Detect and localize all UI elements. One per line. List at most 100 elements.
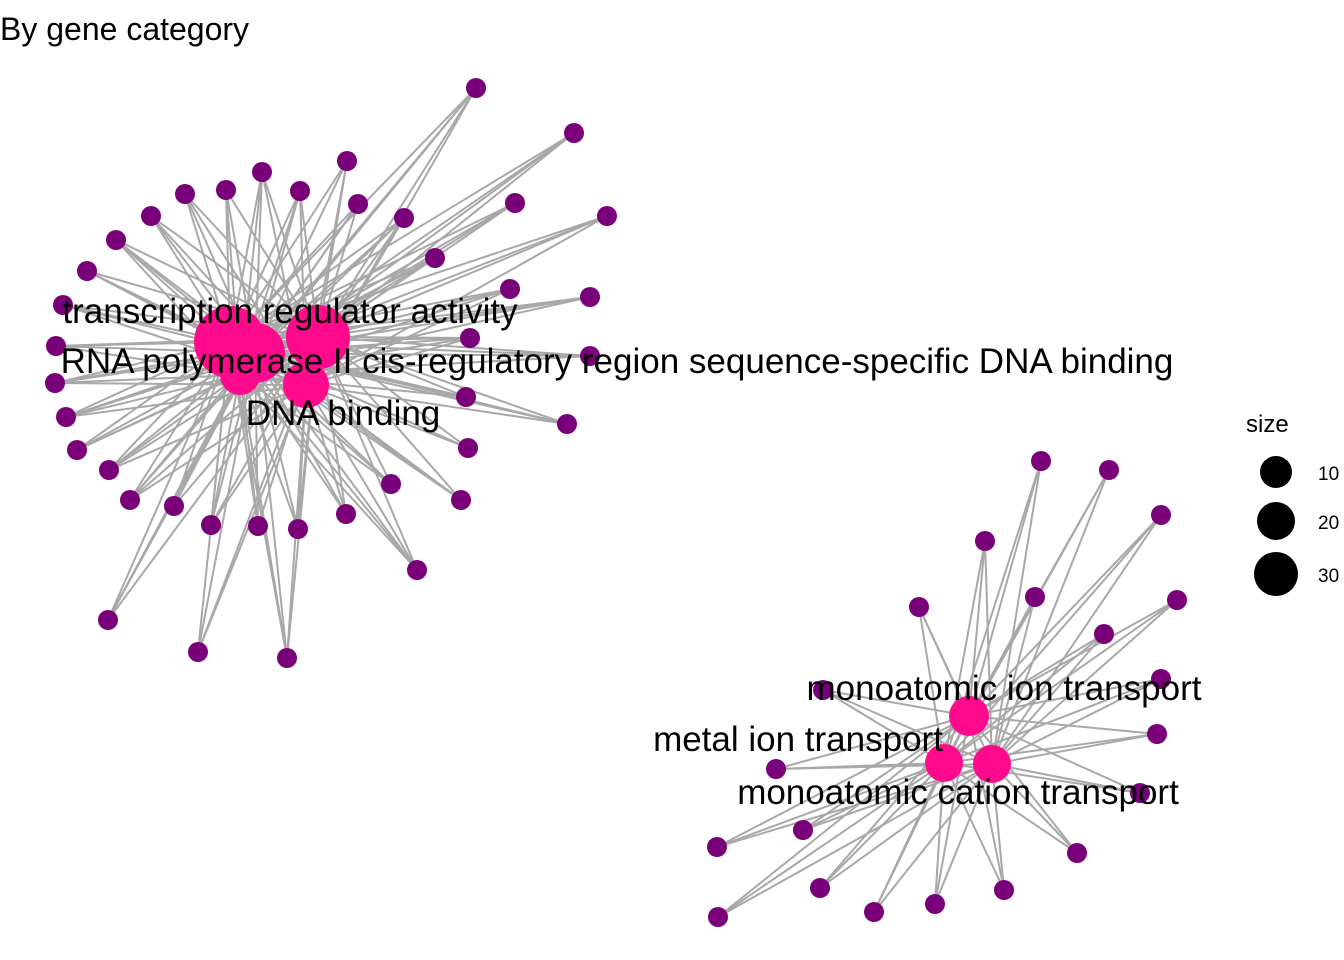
edge: [305, 384, 418, 571]
gene-node: [277, 648, 297, 668]
gene-node: [120, 490, 140, 510]
gene-node: [597, 206, 617, 226]
gene-node: [1031, 451, 1051, 471]
gene-node: [564, 123, 584, 143]
gene-node: [216, 180, 236, 200]
edge: [968, 540, 986, 717]
edge: [317, 336, 568, 425]
edge: [991, 763, 1078, 854]
edge: [108, 374, 241, 471]
gene-node: [407, 560, 427, 580]
category-label-dna-binding: DNA binding: [246, 394, 441, 433]
gene-node: [201, 515, 221, 535]
edge: [991, 678, 1162, 765]
gene-node: [381, 474, 401, 494]
gene-node: [290, 181, 310, 201]
gene-node: [1167, 590, 1187, 610]
gene-node: [1151, 505, 1171, 525]
edge: [717, 762, 945, 918]
gene-node: [557, 414, 577, 434]
edge: [317, 336, 462, 501]
gene-node: [248, 516, 268, 536]
gene-node: [46, 336, 66, 356]
edge: [717, 763, 993, 918]
edge: [968, 514, 1162, 717]
nodes-layer: [45, 78, 1187, 927]
edge: [716, 715, 970, 848]
gene-node: [580, 287, 600, 307]
category-label-transcription-regulator-activity: transcription regulator activity: [62, 292, 518, 331]
edge: [968, 460, 1042, 717]
edge: [775, 715, 970, 770]
edge: [802, 762, 945, 831]
edge: [317, 336, 418, 571]
edge: [934, 715, 970, 905]
edge: [129, 336, 319, 501]
legend-label-10: 10: [1318, 464, 1339, 485]
category-label-monoatomic-cation-transport: monoatomic cation transport: [737, 773, 1179, 812]
edge: [991, 599, 1178, 765]
edge: [822, 689, 993, 765]
gene-node: [766, 759, 786, 779]
gene-node: [580, 346, 600, 366]
edge: [716, 762, 945, 848]
gene-node: [141, 206, 161, 226]
gene-node: [98, 610, 118, 630]
edge: [115, 239, 319, 338]
labels-layer: transcription regulator activity RNA pol…: [61, 292, 1202, 812]
gene-node: [394, 208, 414, 228]
legend-swatch-20: [1257, 502, 1295, 540]
legend-swatch-10: [1260, 456, 1292, 488]
edge: [717, 715, 970, 918]
edge: [254, 160, 348, 354]
edge: [968, 715, 1158, 735]
edge: [991, 460, 1042, 765]
edge: [943, 599, 1178, 764]
gene-node: [164, 496, 184, 516]
edge: [229, 87, 477, 343]
edge: [305, 384, 462, 501]
edge: [254, 352, 347, 515]
edge: [968, 715, 1078, 854]
edge: [991, 733, 1158, 765]
edge: [968, 678, 1162, 717]
edge: [991, 633, 1105, 765]
gene-node: [106, 230, 126, 250]
category-label-rna-pol-ii-binding: RNA polymerase II cis-regulatory region …: [61, 342, 1174, 381]
edge: [184, 193, 319, 338]
legend-title: size: [1246, 411, 1289, 438]
gene-node: [1151, 669, 1171, 689]
edge: [822, 689, 945, 764]
category-label-metal-ion-transport: metal ion transport: [653, 720, 943, 759]
edge: [107, 341, 231, 621]
gene-node: [466, 78, 486, 98]
gene-node: [175, 184, 195, 204]
legend-label-20: 20: [1318, 513, 1339, 534]
gene-node: [1025, 587, 1045, 607]
edge: [873, 762, 945, 913]
gene-node: [67, 440, 87, 460]
edge: [822, 689, 970, 717]
gene-node: [994, 880, 1014, 900]
edge: [239, 87, 477, 376]
size-legend: size 10 20 30: [1246, 411, 1339, 596]
gene-node: [1099, 460, 1119, 480]
edge: [210, 374, 241, 526]
edge: [54, 382, 307, 386]
category-node: [949, 696, 989, 736]
category-label-monoatomic-ion-transport: monoatomic ion transport: [807, 669, 1202, 708]
category-node: [286, 305, 350, 369]
legend-swatch-30: [1254, 552, 1298, 596]
gene-node: [77, 261, 97, 281]
gene-node: [864, 902, 884, 922]
legend-label-30: 30: [1318, 566, 1339, 587]
gene-node: [188, 642, 208, 662]
gene-node: [348, 194, 368, 214]
gene-node: [707, 837, 727, 857]
gene-node: [425, 248, 445, 268]
plot-title: By gene category: [0, 11, 249, 47]
edge: [107, 336, 319, 621]
gene-node: [909, 597, 929, 617]
edge: [873, 763, 993, 913]
edge: [802, 715, 970, 831]
